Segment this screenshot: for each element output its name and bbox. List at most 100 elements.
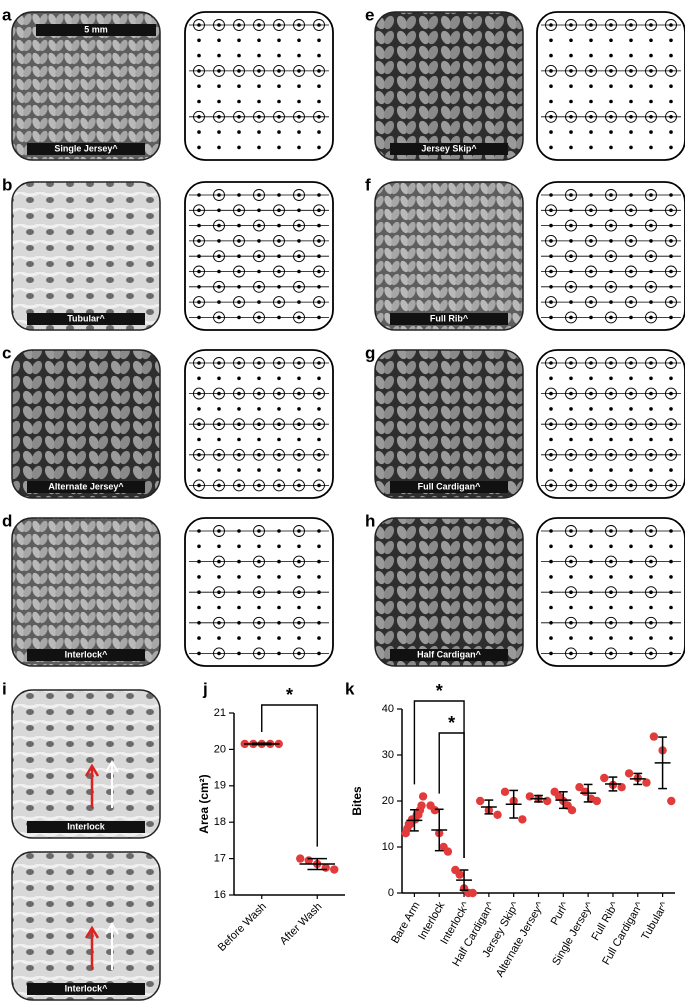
needle-dot [217,437,221,442]
needle-dot [197,239,201,243]
y-tick-label: 19 [214,780,226,792]
needle-dot [237,239,241,243]
stitch-loop [625,387,637,400]
needle-dot [609,130,613,134]
needle-dot [549,38,553,43]
needle-dot [277,223,281,228]
stitch-loop [605,19,617,31]
stitch-loop [313,234,325,247]
needle-dot [277,559,281,564]
stitch-loop [605,311,617,324]
needle-dot [669,300,673,304]
needle-dot [317,391,321,396]
stitch-loop [605,110,617,123]
needle-dot [237,254,241,258]
needle-dot [237,145,241,150]
stitch-loop [293,64,305,77]
needle-dot [277,53,281,58]
needle-dot [589,621,593,625]
needle-dot [257,269,261,274]
stitch-loop [545,110,557,123]
needle-dot [549,559,553,564]
data-point [330,865,339,874]
needle-dot [669,361,673,365]
stitch-loop [545,64,557,77]
needle-dot [217,376,221,381]
needle-dot [217,422,221,427]
needle-dot [569,391,573,396]
needle-dot [649,145,653,150]
needle-dot [669,269,673,274]
data-point [624,769,634,778]
needle-dot [297,193,301,197]
needle-dot [589,605,593,610]
needle-dot [609,529,613,533]
needle-dot [217,391,221,396]
needle-dot [237,575,241,579]
needle-dot [257,38,261,43]
needle-dot [277,651,281,656]
needle-dot [569,208,573,213]
needle-dot [649,391,653,396]
needle-dot [609,254,613,258]
needle-dot [589,84,593,88]
needle-dot [649,575,653,579]
stitch-loop [293,647,305,660]
stitch-loop [313,64,325,77]
stitch-loop [253,357,265,369]
needle-dot [297,376,301,381]
needle-dot [257,193,261,197]
stitch-loop [665,418,677,431]
needle-dot [197,621,201,625]
needle-dot [589,575,593,579]
stitch-loop [213,357,225,369]
needle-dot [609,468,613,472]
needle-dot [297,559,301,564]
stitch-loop [253,110,265,123]
photo-label: Tubular^ [67,313,105,323]
needle-dot [549,269,553,274]
needle-dot [569,145,573,150]
needle-dot [629,254,633,258]
needle-dot [549,193,553,197]
needle-dot [257,621,261,625]
stitch-loop [625,265,637,278]
needle-dot [237,590,241,594]
needle-dot [277,361,281,365]
stitch-loop [645,311,657,324]
needle-dot [197,575,201,579]
needle-dot [277,605,281,610]
label-bar [27,821,145,833]
needle-dot [257,468,261,472]
stitch-loop [605,219,617,232]
stitch-loop [253,189,265,201]
stitch-loop [645,647,657,660]
needle-dot [589,23,593,27]
needle-dot [649,590,653,594]
needle-dot [629,315,633,320]
needle-dot [569,483,573,488]
stitch-loop [293,250,305,263]
data-point [575,783,584,792]
stitch-loop [645,110,657,123]
needle-dot [277,285,281,289]
needle-dot [649,23,653,27]
stitch-loop [273,296,285,309]
data-point [417,801,426,810]
needle-dot [317,590,321,594]
needle-dot [629,651,633,656]
needle-dot [589,468,593,472]
stitch-loop [273,479,285,492]
needle-dot [257,115,261,119]
stitch-loop [253,280,265,293]
needle-dot [317,239,321,243]
needle-dot [629,300,633,304]
needle-dot [669,115,673,119]
needle-dot [257,559,261,564]
stitch-loop [193,387,205,400]
needle-dot [649,636,653,640]
needle-dot [237,23,241,27]
needle-dot [277,69,281,73]
needle-dot [629,223,633,228]
needle-dot [669,69,673,73]
